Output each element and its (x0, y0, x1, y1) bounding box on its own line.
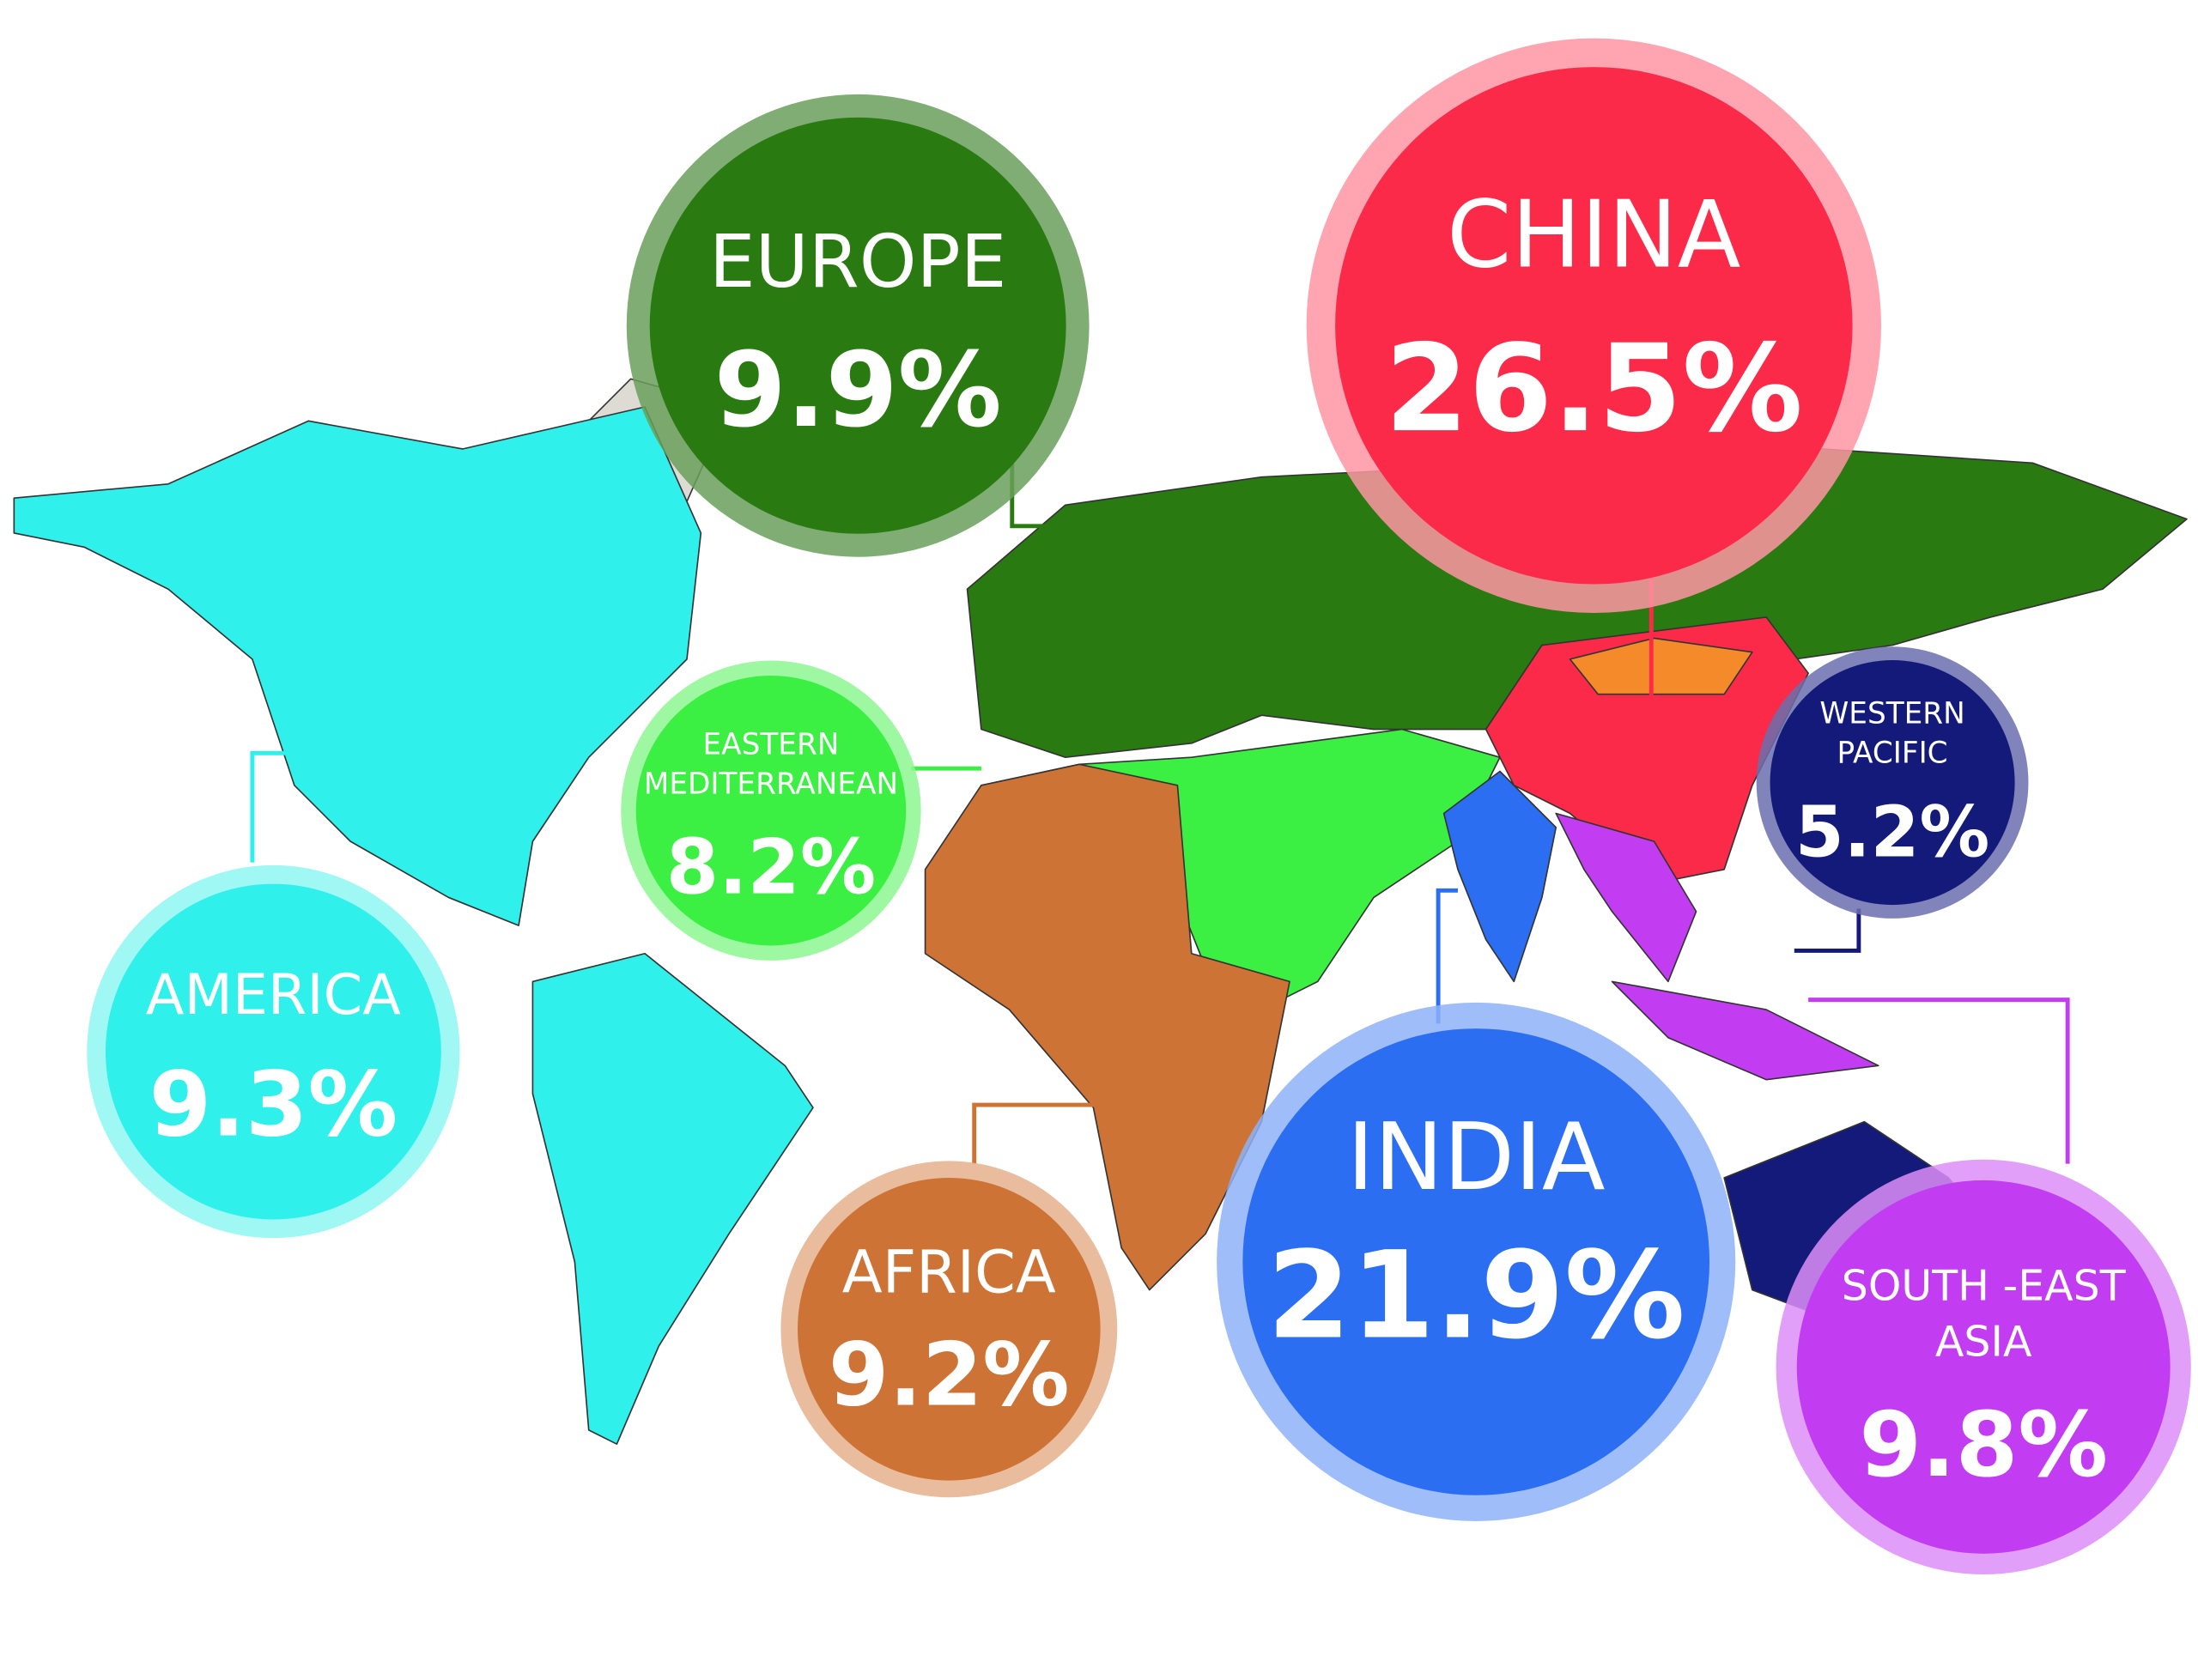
indonesia (1611, 980, 1879, 1081)
region-value: 21.9% (1267, 1226, 1685, 1366)
connector-line (1436, 888, 1458, 1024)
region-value: 5.2% (1795, 792, 1989, 874)
region-name: PACIFIC (1837, 736, 1948, 770)
region-value: 9.9% (714, 331, 1002, 451)
region-value: 9.8% (1859, 1392, 2108, 1497)
region-name: WESTERN (1819, 697, 1964, 731)
region-bubble: WESTERN PACIFIC 5.2% (1756, 646, 2029, 919)
connector-line (1794, 908, 1861, 953)
region-bubble: EASTERN MEDITERRANEAN 8.2% (621, 660, 921, 961)
bubble-fill (1242, 1028, 1710, 1495)
connector-line (972, 1102, 1101, 1164)
region-name: MEDITERRANEAN (644, 767, 898, 801)
region-name: EUROPE (709, 220, 1006, 305)
region-value: 9.2% (829, 1325, 1070, 1426)
bubble-fill (649, 117, 1066, 534)
region-bubble: AFRICA 9.2% (780, 1161, 1118, 1498)
region-value: 26.5% (1385, 319, 1803, 459)
region-name: INDIA (1347, 1104, 1606, 1211)
region-bubble: INDIA 21.9% (1217, 1002, 1736, 1521)
region-bubble: AMERICA 9.3% (87, 864, 460, 1239)
bubble-fill (105, 883, 441, 1220)
mongolia (1569, 637, 1753, 695)
region-bubble: EUROPE 9.9% (626, 94, 1090, 557)
region-name: ASIA (1935, 1318, 2032, 1367)
region-name: AFRICA (842, 1238, 1056, 1307)
north-america (13, 406, 702, 926)
region-name: AMERICA (146, 962, 401, 1028)
south-america (531, 952, 814, 1445)
bubble-fill (1770, 660, 2015, 906)
connector-line (250, 750, 288, 863)
bubble-fill (1796, 1180, 2171, 1554)
bubble-fill (635, 675, 907, 946)
region-name: EASTERN (703, 728, 840, 762)
connector-line (1808, 998, 2070, 1164)
region-bubble: SOUTH -EAST ASIA 9.8% (1776, 1159, 2191, 1575)
bubble-fill (1335, 67, 1853, 585)
region-bubble: CHINA 26.5% (1306, 38, 1882, 614)
bubbles: EUROPE 9.9% CHINA 26.5% EASTERN MEDITERRANEAN… (87, 38, 2191, 1575)
bubble-fill (797, 1177, 1101, 1481)
india-land (1442, 770, 1557, 983)
region-value: 8.2% (666, 822, 877, 911)
region-value: 9.3% (149, 1052, 398, 1156)
south-east-asia-mainland (1555, 812, 1697, 983)
region-name: SOUTH -EAST (1842, 1261, 2127, 1310)
region-name: CHINA (1447, 182, 1740, 289)
